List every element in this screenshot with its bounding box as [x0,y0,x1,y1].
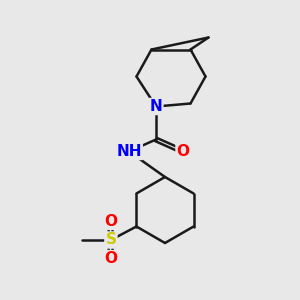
Text: S: S [105,232,116,247]
Text: O: O [104,251,117,266]
Text: O: O [104,214,117,229]
Text: O: O [176,144,190,159]
Text: NH: NH [116,144,142,159]
Text: N: N [150,99,162,114]
